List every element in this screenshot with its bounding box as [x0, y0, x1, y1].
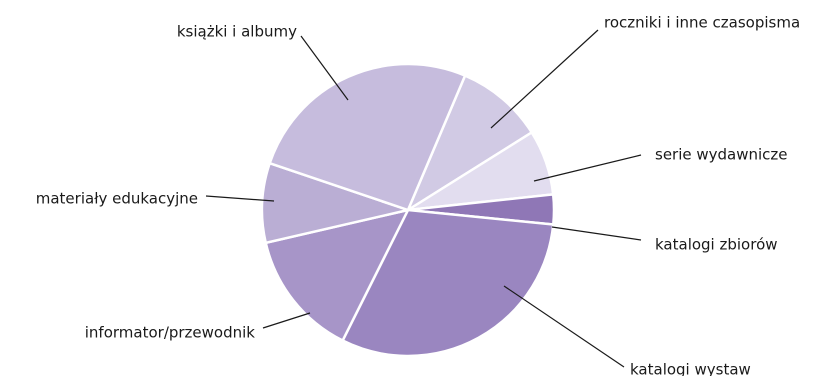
- pie-slice-4: [264, 208, 411, 343]
- pie-slice-6: [268, 62, 467, 212]
- leader-line-5: [205, 195, 275, 202]
- pie-slice-5: [260, 161, 413, 245]
- slice-labels: roczniki i inne czasopisma serie wydawni…: [36, 14, 800, 376]
- leader-lines: [205, 29, 642, 368]
- leader-line-6: [300, 35, 349, 101]
- leader-line-3: [503, 285, 625, 368]
- label-materialy-edukacyjne: materiały edukacyjne: [36, 190, 198, 208]
- leader-line-1: [533, 154, 642, 182]
- label-katalogi-zbiorow: katalogi zbiorów: [655, 236, 778, 254]
- pie-slice-0: [405, 73, 534, 214]
- leader-line-2: [551, 226, 642, 241]
- label-serie-wydawnicze: serie wydawnicze: [655, 146, 788, 164]
- pie-slices: [260, 62, 556, 358]
- label-ksiazki-i-albumy: książki i albumy: [177, 23, 297, 41]
- leader-line-0: [490, 29, 599, 129]
- leader-line-4: [262, 312, 311, 329]
- pie-slice-3: [340, 208, 555, 358]
- label-katalogi-wystaw: katalogi wystaw: [630, 361, 751, 376]
- label-roczniki: roczniki i inne czasopisma: [604, 14, 800, 32]
- label-informator: informator/przewodnik: [85, 324, 256, 342]
